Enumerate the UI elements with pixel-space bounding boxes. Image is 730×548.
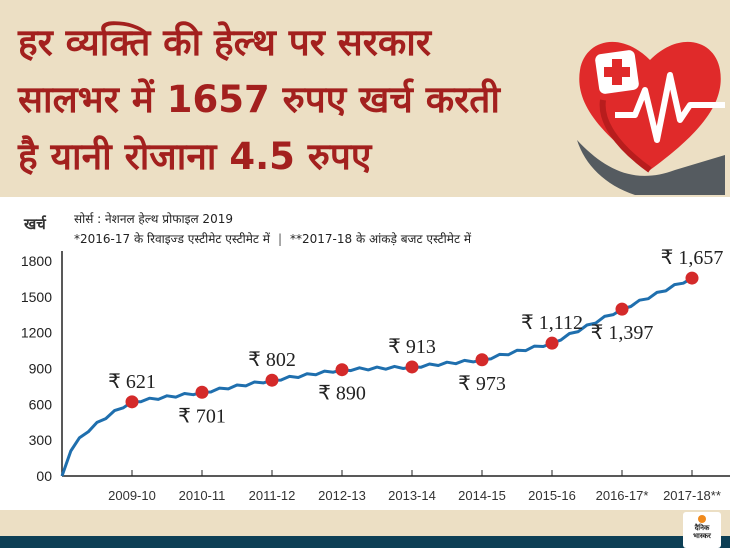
logo-line: दैनिक bbox=[694, 524, 710, 532]
footer-band bbox=[0, 510, 730, 536]
x-tick-label: 2015-16 bbox=[528, 488, 576, 503]
y-tick-label: 1500 bbox=[21, 289, 52, 305]
data-label: ₹ 913 bbox=[388, 336, 436, 358]
source-note: सोर्स : नेशनल हेल्थ प्रोफाइल 2019 bbox=[74, 212, 233, 226]
dainik-bhaskar-logo: दैनिक भास्कर bbox=[683, 512, 721, 548]
note-separator: | bbox=[277, 232, 282, 246]
data-point bbox=[265, 373, 279, 387]
chart-area bbox=[0, 197, 730, 510]
x-tick-label: 2010-11 bbox=[179, 488, 226, 503]
headline-line: सालभर में 1657 रुपए खर्च करती bbox=[18, 78, 500, 121]
heart-health-icon bbox=[577, 41, 725, 195]
series-line bbox=[60, 276, 693, 477]
header-banner: हर व्यक्ति की हेल्थ पर सरकार सालभर में 1… bbox=[0, 0, 730, 197]
y-axis-label: खर्च bbox=[24, 215, 46, 233]
data-point bbox=[195, 385, 209, 399]
headline: हर व्यक्ति की हेल्थ पर सरकार सालभर में 1… bbox=[18, 14, 578, 185]
y-tick-label: 300 bbox=[29, 432, 53, 448]
x-tick-label: 2013-14 bbox=[388, 488, 436, 503]
data-label: ₹ 802 bbox=[248, 349, 296, 371]
data-point bbox=[685, 271, 699, 285]
x-tick-label: 2011-12 bbox=[249, 488, 296, 503]
x-tick-label: 2014-15 bbox=[458, 488, 506, 503]
y-tick-label: 00 bbox=[36, 468, 52, 484]
data-point bbox=[475, 353, 489, 367]
data-point bbox=[335, 363, 349, 377]
data-label: ₹ 1,112 bbox=[521, 312, 583, 334]
logo-line: भास्कर bbox=[693, 532, 711, 540]
data-label: ₹ 701 bbox=[178, 405, 226, 427]
x-tick-label: 2012-13 bbox=[318, 488, 366, 503]
data-label: ₹ 621 bbox=[108, 371, 156, 393]
data-point bbox=[405, 360, 419, 374]
footnote-2: **2017-18 के आंकड़े बजट एस्टीमेट में bbox=[290, 232, 471, 246]
y-tick-label: 900 bbox=[29, 361, 53, 377]
x-tick-label: 2009-10 bbox=[108, 488, 156, 503]
line-chart: 00 300 600 900 1200 1500 1800 2009-10 2010-11 201… bbox=[21, 247, 730, 503]
y-tick-label: 1800 bbox=[21, 253, 52, 269]
data-point bbox=[545, 336, 559, 350]
bottom-bar bbox=[0, 536, 730, 548]
data-label: ₹ 973 bbox=[458, 373, 506, 395]
x-tick-label: 2016-17* bbox=[596, 488, 649, 503]
x-tick-label: 2017-18** bbox=[663, 488, 721, 503]
footnote-1: *2016-17 के रिवाइज्ड एस्टीमेट एस्टीमेट म… bbox=[74, 232, 270, 246]
data-label: ₹ 1,657 bbox=[661, 247, 724, 269]
y-tick-label: 600 bbox=[29, 396, 53, 412]
data-point bbox=[125, 395, 139, 409]
headline-line: हर व्यक्ति की हेल्थ पर सरकार bbox=[18, 21, 432, 64]
y-tick-label: 1200 bbox=[21, 325, 52, 341]
data-label: ₹ 1,397 bbox=[591, 322, 654, 344]
chart-notes: सोर्स : नेशनल हेल्थ प्रोफाइल 2019 *2016-… bbox=[74, 209, 471, 249]
data-point bbox=[615, 302, 629, 316]
headline-line: है यानी रोजाना 4.5 रुपए bbox=[18, 135, 372, 178]
data-label: ₹ 890 bbox=[318, 383, 366, 405]
